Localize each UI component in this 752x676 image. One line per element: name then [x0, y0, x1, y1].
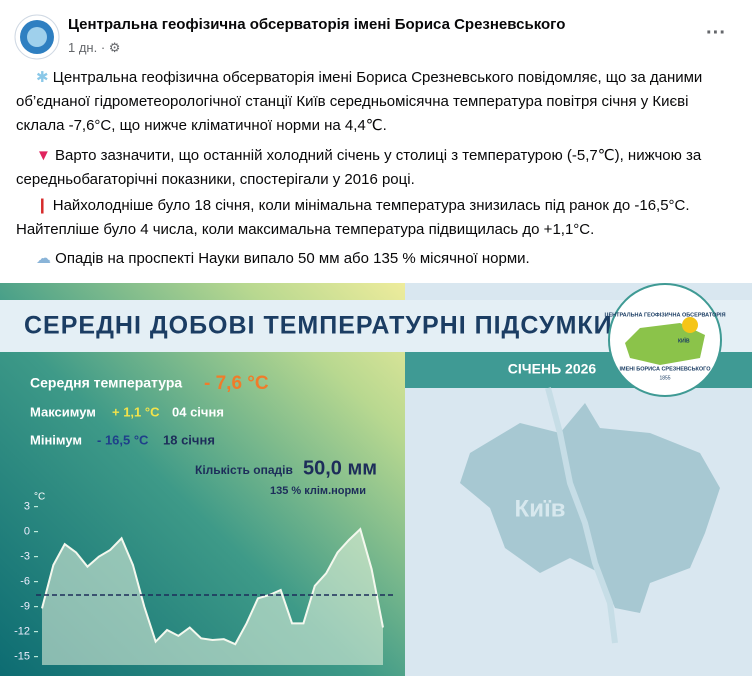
page-name[interactable]: Центральна геофізична обсерваторія імені…	[68, 16, 566, 33]
post-paragraph: ✱ Центральна геофізична обсерваторія іме…	[16, 66, 741, 138]
icon: ✱	[36, 69, 49, 86]
map: Київ	[460, 387, 720, 644]
y-tick-label: -12	[14, 626, 30, 638]
icon: ▼	[36, 147, 51, 164]
y-tick-label: -15	[14, 651, 30, 663]
y-tick-label: -6	[20, 576, 30, 588]
precip-label: Кількість опадів	[195, 463, 293, 477]
post-time[interactable]: 1 дн. · ⚙	[68, 40, 121, 55]
max-value: + 1,1 °С	[112, 404, 160, 419]
y-tick-label: 3	[24, 501, 30, 513]
logo-text: 1855	[659, 375, 670, 381]
text: Опадів на проспекті Науки випало 50 мм а…	[55, 250, 530, 267]
mean-label: Середня температура	[30, 375, 182, 391]
infographic[interactable]: СЕРЕДНІ ДОБОВІ ТЕМПЕРАТУРНІ ПІДСУМКИ СІЧ…	[0, 283, 752, 676]
more-button[interactable]: ···	[706, 22, 726, 44]
logo-text: ЦЕНТРАЛЬНА ГЕОФІЗИЧНА ОБСЕРВАТОРІЯ	[604, 312, 725, 318]
precip-value: 50,0 мм	[303, 457, 377, 479]
post-paragraph: ▼ Варто зазначити, що останній холодний …	[16, 144, 741, 192]
avatar[interactable]	[14, 14, 60, 60]
text: Варто зазначити, що останній холодний сі…	[16, 147, 702, 188]
post-paragraph: ❙ Найхолодніше було 18 січня, коли мінім…	[16, 194, 741, 242]
min-value: - 16,5 °С	[97, 432, 149, 447]
infographic-title: СЕРЕДНІ ДОБОВІ ТЕМПЕРАТУРНІ ПІДСУМКИ	[24, 312, 613, 340]
icon: ☁	[36, 250, 51, 267]
y-tick-label: -3	[20, 551, 30, 563]
y-tick-label: -9	[20, 601, 30, 613]
month: СІЧЕНЬ 2026	[508, 361, 597, 377]
logo: ЦЕНТРАЛЬНА ГЕОФІЗИЧНА ОБСЕРВАТОРІЯ ІМЕНІ…	[604, 283, 726, 397]
time: 1 дн.	[68, 40, 98, 55]
y-tick-label: 0	[24, 526, 30, 538]
y-unit: °C	[34, 492, 45, 503]
min-label: Мінімум	[30, 432, 82, 447]
logo-text: КИЇВ	[678, 337, 690, 344]
min-date: 18 січня	[163, 432, 215, 447]
map-label: Київ	[515, 495, 566, 522]
mean-value: - 7,6 °С	[204, 373, 269, 394]
max-label: Максимум	[30, 404, 96, 419]
text: Найхолодніше було 18 січня, коли мінімал…	[16, 197, 690, 238]
icon: ❙	[36, 197, 49, 214]
logo-text: ІМЕНІ БОРИСА СРЕЗНЕВСЬКОГО	[619, 366, 711, 372]
post-paragraph: ☁ Опадів на проспекті Науки випало 50 мм…	[16, 247, 741, 271]
text: Центральна геофізична обсерваторія імені…	[16, 69, 703, 134]
area-fill	[42, 529, 383, 665]
max-date: 04 січня	[172, 404, 224, 419]
temperature-line	[41, 527, 384, 646]
precip-norm: 135 % клім.норми	[270, 485, 366, 497]
